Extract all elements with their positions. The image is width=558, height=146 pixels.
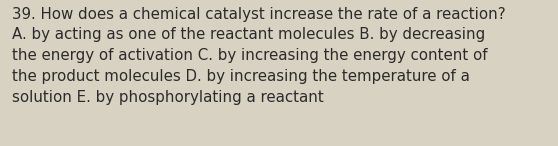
Text: 39. How does a chemical catalyst increase the rate of a reaction?
A. by acting a: 39. How does a chemical catalyst increas… — [12, 7, 506, 105]
